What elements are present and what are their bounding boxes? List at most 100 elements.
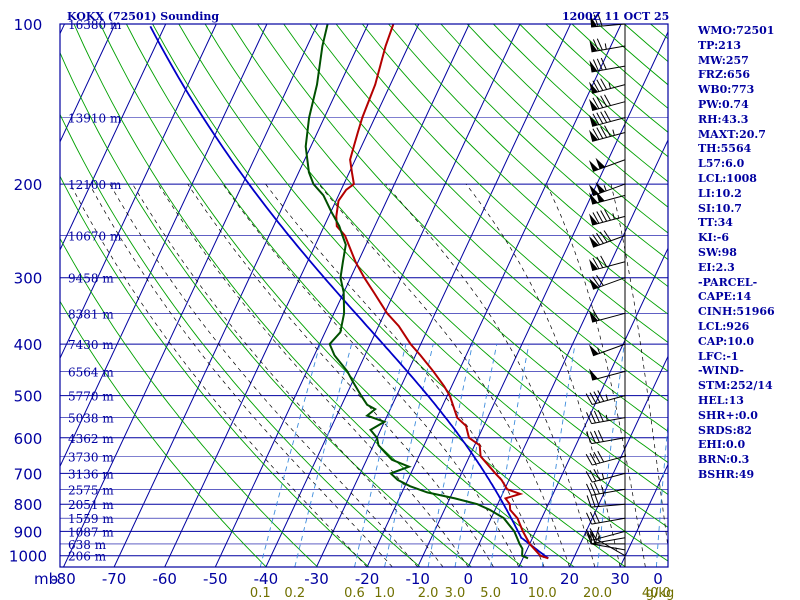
wind-barb-full <box>603 230 612 242</box>
index-value: LCL:1008 <box>698 171 757 185</box>
index-value: SW:98 <box>698 245 737 259</box>
wind-barb-full <box>592 128 600 140</box>
wind-barb-full <box>592 234 601 246</box>
dry-adiabat <box>60 237 318 567</box>
mixing-ratio-label: 10.0 <box>528 586 557 600</box>
index-value: WMO:72501 <box>698 24 775 37</box>
temperature-tick-label: 0 <box>464 570 474 588</box>
wind-barb-full <box>586 532 592 544</box>
wind-barb-full <box>597 430 604 442</box>
mixing-ratio-line <box>384 343 434 567</box>
wind-barb-full <box>592 113 600 125</box>
index-value: BRN:0.3 <box>698 453 750 467</box>
wind-barb <box>586 430 626 445</box>
index-value: -WIND- <box>698 364 744 378</box>
plot-frame <box>59 23 669 568</box>
mixing-ratio-label: 20.0 <box>583 586 612 600</box>
wind-barb-full <box>597 14 603 27</box>
height-label: 8381 m <box>68 307 114 321</box>
wind-barb-full <box>593 391 601 403</box>
mixing-ratio-label: 0.1 <box>250 586 271 600</box>
parcel-path <box>149 25 549 560</box>
index-value: CAPE:14 <box>698 290 752 304</box>
wind-barb <box>589 368 626 381</box>
pressure-unit-label: mb <box>34 570 58 588</box>
indices-panel: WMO:72501 TP:213 MW:257 FRZ:656 WB0:773 PW:0.… <box>698 24 798 483</box>
dry-adiabat <box>60 175 370 567</box>
mixing-ratio-label: 5.0 <box>480 586 501 600</box>
wind-barb-full <box>586 495 592 508</box>
height-label: 4362 m <box>68 432 114 446</box>
mixing-ratio-label: 0.6 <box>344 586 365 600</box>
isotherm-line <box>467 138 668 567</box>
height-label: 5038 m <box>68 412 114 426</box>
wind-barb-full <box>596 112 604 124</box>
height-label: 3730 m <box>68 450 114 464</box>
height-label: 1087 m <box>68 525 114 539</box>
wind-barb-shaft <box>591 45 626 53</box>
index-value: EHI:0.0 <box>698 438 746 452</box>
wind-barb-full <box>589 452 597 465</box>
height-label: 3136 m <box>68 467 114 481</box>
wind-barb <box>589 94 626 111</box>
mixing-ratio-unit: g/kg <box>646 586 674 600</box>
isotherm-line <box>164 24 420 567</box>
wind-barb-full <box>596 79 604 91</box>
index-value: WB0:773 <box>698 83 755 97</box>
dry-adiabat <box>257 24 668 432</box>
wind-barb-half <box>597 536 600 543</box>
wind-barb-shaft <box>591 517 626 525</box>
wind-barb <box>590 14 626 28</box>
isotherm-line <box>366 24 622 567</box>
height-label: 9458 m <box>68 272 114 286</box>
wind-barb-full <box>593 451 601 464</box>
wind-barb <box>588 157 626 172</box>
moist-adiabat <box>132 183 444 567</box>
pressure-label: 200 <box>14 176 43 194</box>
dry-adiabat <box>414 24 668 261</box>
height-label: 16380 m <box>68 18 122 32</box>
mixing-ratio-line <box>294 343 353 567</box>
wind-barb-flag <box>588 184 599 196</box>
wind-barb-half <box>612 129 615 136</box>
wind-barb-full <box>585 529 593 541</box>
wind-barb-shaft <box>592 235 626 248</box>
pressure-label: 1000 <box>9 548 47 566</box>
wind-barb-shaft <box>592 472 626 483</box>
temperature-tick-label: 10 <box>509 570 528 588</box>
wind-barb-shaft <box>592 343 626 357</box>
wind-barb-flag <box>588 278 599 290</box>
isotherm-line <box>518 247 668 567</box>
wind-barb-full <box>586 483 592 496</box>
wind-barb-flag <box>589 213 598 226</box>
index-value: LI:10.2 <box>698 186 742 200</box>
wind-barb-flag <box>588 160 599 172</box>
wind-axis-label: 0 <box>653 570 663 588</box>
wind-barb-full <box>589 483 596 495</box>
wind-barb-full <box>589 531 596 544</box>
height-label: 6564 m <box>68 365 114 379</box>
wind-barb-full <box>589 470 597 482</box>
moist-adiabat <box>546 183 646 567</box>
wind-barb-shaft <box>592 159 626 172</box>
isotherm-line <box>265 24 521 567</box>
wind-barb <box>589 209 626 226</box>
moist-adiabat <box>465 183 621 567</box>
wind-barb-flag <box>589 258 598 271</box>
moist-adiabat <box>157 183 469 567</box>
isotherm-line <box>0 24 14 567</box>
wind-barb-full <box>595 526 600 539</box>
index-value: BSHR:49 <box>698 467 755 481</box>
wind-barb-flag <box>589 98 598 111</box>
wind-barb-half <box>605 414 608 421</box>
mixing-ratio-label: 3.0 <box>445 586 466 600</box>
wind-barb <box>586 482 626 496</box>
pressure-label: 300 <box>14 270 43 288</box>
wind-barb-full <box>600 111 608 123</box>
wind-barb <box>585 450 626 466</box>
wind-barb-half <box>601 487 604 494</box>
sounding-time: 1200Z 11 OCT 25 <box>562 10 670 23</box>
mixing-ratio-line <box>354 343 407 567</box>
dry-adiabat <box>99 24 575 567</box>
isotherm-line <box>113 24 369 567</box>
